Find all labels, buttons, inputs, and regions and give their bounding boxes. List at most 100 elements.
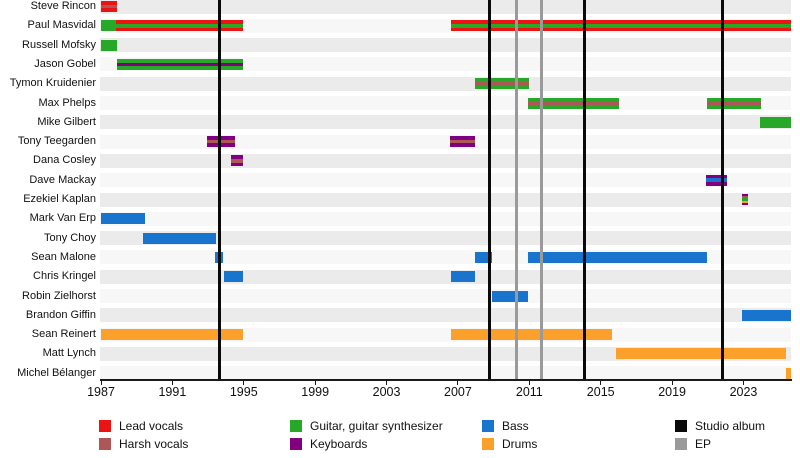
row-band <box>100 76 791 91</box>
timeline-tenure-bar <box>101 39 118 51</box>
guitar-stripe <box>474 78 529 82</box>
keyboards-stripe <box>230 155 244 160</box>
legend-label: EP <box>695 436 712 451</box>
lead-vocals-swatch <box>99 419 111 432</box>
member-name-label: Russell Mofsky <box>22 38 96 51</box>
year-tick-label: 2023 <box>729 385 758 399</box>
harsh-vocals-swatch <box>99 437 111 450</box>
bass-stripe <box>223 271 243 283</box>
member-name-label: Matt Lynch <box>42 347 96 360</box>
axis-tick <box>100 381 102 385</box>
timeline-tenure-bar <box>742 309 791 321</box>
legend-label: Drums <box>502 436 538 451</box>
row-band <box>100 57 791 72</box>
axis-tick <box>171 381 173 385</box>
harsh-vocals-stripe <box>707 101 761 105</box>
row-band <box>100 192 791 207</box>
drums-stripe <box>450 329 612 341</box>
year-tick-label: 1991 <box>158 385 187 399</box>
member-name-label: Chris Kringel <box>33 270 96 283</box>
row-band <box>100 269 791 284</box>
row-band <box>100 308 791 323</box>
timeline-tenure-bar <box>492 290 529 302</box>
year-tick-label: 1995 <box>229 385 258 399</box>
legend-label: Bass <box>502 418 529 433</box>
member-name-label: Tony Teegarden <box>17 135 96 148</box>
timeline-tenure-bar <box>101 20 116 32</box>
guitar-stripe <box>527 97 619 102</box>
legend-item: EP <box>675 436 712 451</box>
bass-stripe <box>450 271 475 283</box>
guitar-stripe <box>117 58 244 63</box>
legend-item: Guitar, guitar synthesizer <box>290 418 443 433</box>
bass-stripe <box>706 178 728 183</box>
timeline-tenure-bar <box>616 348 786 360</box>
studio-album-line <box>720 0 724 380</box>
lead-vocals-stripe <box>450 20 791 24</box>
lead-vocals-stripe <box>115 20 244 24</box>
axis-tick <box>742 381 744 385</box>
lead-vocals-stripe <box>101 8 118 13</box>
guitar-stripe <box>101 20 116 32</box>
keyboards-stripe <box>117 62 244 67</box>
timeline-tenure-bar <box>223 271 243 283</box>
keyboards-stripe <box>450 136 475 140</box>
harsh-vocals-stripe <box>742 196 749 199</box>
drums-stripe <box>101 329 243 341</box>
harsh-vocals-stripe <box>474 81 529 86</box>
member-name-label: Brandon Giffin <box>25 308 96 321</box>
timeline-tenure-bar <box>475 251 493 263</box>
x-axis-line <box>100 379 792 381</box>
member-name-label: Mike Gilbert <box>37 115 96 128</box>
legend-item: Keyboards <box>290 437 367 451</box>
bass-stripe <box>101 213 146 225</box>
axis-tick <box>243 381 245 385</box>
member-name-label: Michel Bélanger <box>17 366 96 379</box>
row-band <box>100 173 791 188</box>
studio-album-swatch <box>675 419 687 432</box>
guitar-stripe <box>760 116 791 128</box>
member-name-label: Steve Rincon <box>30 0 96 12</box>
guitar-stripe <box>707 104 761 109</box>
keyboards-stripe <box>706 174 728 179</box>
member-name-label: Max Phelps <box>38 96 96 109</box>
guitar-stripe <box>115 23 244 28</box>
studio-album-line <box>488 0 492 380</box>
timeline-tenure-bar <box>706 174 728 186</box>
lead-vocals-stripe <box>115 27 244 32</box>
ep-line <box>540 0 544 380</box>
row-band <box>100 115 791 130</box>
timeline-tenure-bar <box>760 116 791 128</box>
guitar-stripe <box>117 66 244 70</box>
bass-stripe <box>742 309 791 321</box>
lead-vocals-stripe <box>450 27 791 32</box>
legend-item: Harsh vocals <box>99 437 188 451</box>
drums-stripe <box>785 367 791 379</box>
guitar-stripe <box>742 198 749 201</box>
drums-stripe <box>616 348 786 360</box>
timeline-tenure-bar <box>450 136 475 148</box>
member-name-label: Ezekiel Kaplan <box>23 193 96 205</box>
keyboards-stripe <box>706 182 728 186</box>
axis-tick <box>600 381 602 385</box>
row-band <box>100 96 791 110</box>
harsh-vocals-stripe <box>101 4 118 9</box>
row-band <box>100 289 791 303</box>
legend-label: Guitar, guitar synthesizer <box>310 418 443 433</box>
year-tick-label: 2015 <box>586 385 615 399</box>
row-band <box>100 0 791 14</box>
bass-stripe <box>492 290 529 302</box>
axis-tick <box>671 381 673 385</box>
legend-item: Bass <box>482 418 529 433</box>
lead-vocals-stripe <box>101 1 118 5</box>
timeline-tenure-bar <box>143 232 216 244</box>
drums-swatch <box>482 437 494 450</box>
timeline-tenure-bar <box>115 20 244 32</box>
axis-tick <box>457 381 459 385</box>
legend-item: Drums <box>482 436 538 451</box>
drums-stripe <box>742 200 749 203</box>
axis-tick <box>314 381 316 385</box>
harsh-vocals-stripe <box>450 139 475 144</box>
guitar-stripe <box>474 85 529 90</box>
legend-label: Studio album <box>695 418 766 433</box>
